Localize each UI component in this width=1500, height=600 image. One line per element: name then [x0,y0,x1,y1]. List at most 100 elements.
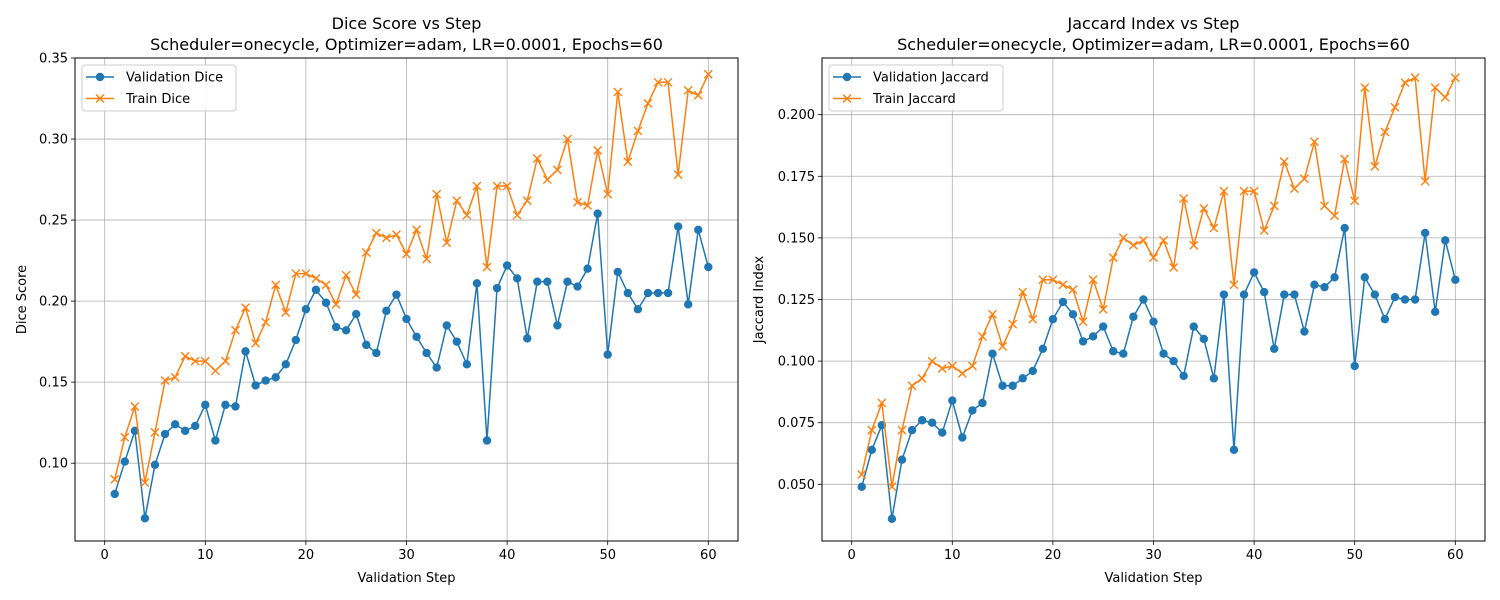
jaccard-series-train-point [1279,157,1289,166]
dice-series-train-point [361,248,371,257]
jaccard-series-train-point [1340,154,1350,164]
dice-series-validation-point [392,290,401,299]
dice-y-axis-label: Dice Score [15,265,30,334]
dice-series-validation-point [211,436,220,445]
jaccard-series-validation-point [887,514,897,524]
jaccard-y-tick-label: 0.175 [778,170,815,185]
jaccard-x-tick-label: 20 [1045,548,1062,563]
dice-series-train-point [673,170,683,180]
dice-legend-mark-validation [86,72,114,82]
dice-series-validation-point [372,348,381,358]
dice-series-validation-line [114,212,710,520]
dice-series-validation-point [583,264,592,273]
dice-series-validation-markers [110,209,713,523]
dice-series-train-point [251,338,261,348]
dice-series-validation-point [543,277,552,286]
jaccard-legend-mark-validation [833,72,861,82]
jaccard-series-validation-point [1078,337,1088,346]
jaccard-series-train-point [1138,235,1148,245]
dice-series-validation-point [683,300,693,309]
dice-series-validation-point [301,305,311,314]
jaccard-series-validation-point [1270,344,1279,353]
jaccard-series-validation-point [1330,273,1339,282]
dice-series-train-point [603,189,613,199]
jaccard-series-validation-point [917,416,927,425]
jaccard-series-validation-point [1400,295,1410,304]
jaccard-series-validation-point [1290,290,1299,299]
dice-series-validation-point [553,321,562,330]
dice-series-validation-point [180,426,190,435]
dice-series-train-point [291,269,301,279]
dice-series-train-point [331,299,341,309]
dice-series-validation-point [110,489,119,499]
dice-series-train-point [130,401,140,411]
jaccard-series-validation-point [1300,327,1309,336]
dice-series-train-point [502,181,512,191]
jaccard-series-train-point [1400,78,1410,88]
jaccard-series-validation-point [1280,290,1289,299]
jaccard-series-train-point [887,482,897,492]
dice-series-validation-point [533,277,542,286]
dice-series-train-point [210,366,220,376]
dice-series-train-point [311,273,321,283]
jaccard-series-train-point [1259,226,1269,235]
jaccard-series-validation-point [1360,273,1369,282]
dice-x-tick-label: 40 [499,548,516,563]
jaccard-series-train-point [1330,211,1340,221]
dice-legend: Validation Dice Train Dice [81,64,237,112]
dice-y-tick-label: 0.25 [39,214,68,229]
dice-series-validation-point [492,283,502,293]
dice-series-train-point [391,230,401,240]
jaccard-series-train-point [1058,280,1068,290]
dice-series-train-point [220,356,230,366]
jaccard-series-validation-point [1350,361,1359,371]
dice-series-validation-point [653,288,663,298]
dice-series-train-point [593,145,603,155]
jaccard-series-train-point [947,361,957,371]
dice-series-validation-point [271,373,280,382]
jaccard-series-train-markers [857,73,1460,492]
jaccard-series-train-point [857,469,867,479]
dice-series-train-point [472,181,482,191]
dice-series-validation-point [170,420,180,429]
dice-series-train-point [532,153,542,163]
jaccard-y-tick-label: 0.150 [778,231,815,246]
dice-series-validation-point [452,337,462,346]
dice-series-validation-point [382,306,391,316]
jaccard-y-tick-label: 0.125 [778,293,815,308]
jaccard-series-train-point [1088,275,1098,285]
dice-grid [75,57,738,541]
jaccard-chart-panel: Jaccard Index vs Step Scheduler=onecycle… [752,14,1486,586]
dice-series-validation-point [291,335,301,345]
jaccard-series-validation-point [1109,347,1118,356]
jaccard-series-validation-point [1420,228,1430,238]
dice-y-tick-label: 0.35 [39,52,68,67]
dice-series-train-point [281,307,291,317]
dice-series-train-point [432,189,442,199]
dice-series-train-point [693,90,703,100]
jaccard-series-train-point [1108,253,1118,263]
jaccard-series-validation-point [1259,287,1269,297]
jaccard-series-validation-point [1048,315,1058,324]
dice-x-axis-label: Validation Step [358,571,456,586]
dice-series-train-point [341,270,351,280]
jaccard-series-validation-point [1058,297,1068,307]
jaccard-series-train-point [897,425,907,435]
jaccard-x-tick-label: 10 [944,548,961,563]
jaccard-grid [822,58,1485,541]
dice-series-train-point [241,303,251,313]
dice-series-validation-point [281,360,290,369]
dice-series-validation-point [633,305,643,314]
jaccard-series-train-point [1098,304,1108,314]
jaccard-series-validation-point [1139,295,1148,304]
dice-series-train-point [321,280,331,290]
dice-series-validation-point [140,514,150,523]
jaccard-series-validation-point [1451,275,1460,284]
dice-series-train-point [613,87,623,97]
jaccard-series-validation-point [1380,315,1390,324]
jaccard-legend-box [828,64,1004,112]
dice-series-validation-point [613,267,622,277]
dice-series-validation-point [241,347,250,356]
jaccard-series-train-point [907,381,917,391]
